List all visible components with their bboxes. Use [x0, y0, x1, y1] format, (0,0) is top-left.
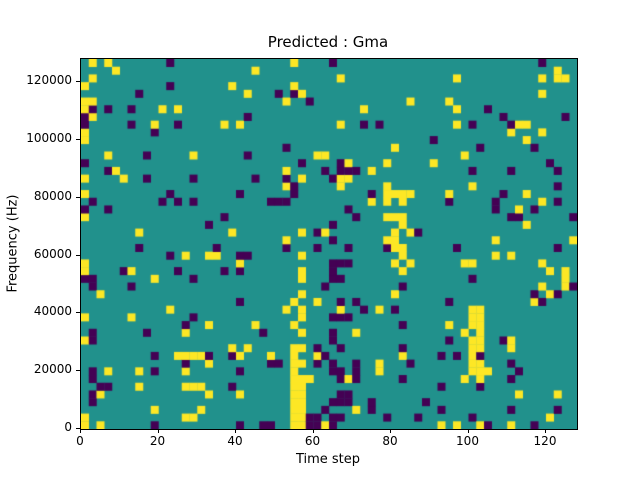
x-tick-label: 20	[149, 434, 166, 448]
x-tick-mark	[312, 429, 314, 433]
x-tick-mark	[467, 429, 469, 433]
x-axis-label: Time step	[295, 452, 361, 467]
heatmap-canvas	[81, 59, 577, 429]
y-tick-mark	[76, 254, 80, 256]
x-tick-mark	[545, 429, 546, 433]
y-tick-label: 40000	[33, 304, 72, 319]
x-tick-label: 80	[382, 434, 398, 448]
x-tick-mark	[157, 429, 159, 433]
x-tick-label: 120	[533, 434, 557, 448]
y-tick-mark	[76, 312, 80, 314]
x-tick-mark	[80, 429, 81, 433]
y-tick-label: 0	[64, 420, 72, 434]
x-tick-mark	[235, 429, 236, 433]
y-tick-label: 20000	[33, 362, 72, 377]
x-tick-label: 100	[456, 434, 479, 448]
y-tick-mark	[76, 370, 80, 372]
x-tick-label: 60	[304, 434, 321, 448]
y-tick-mark	[76, 428, 80, 429]
y-tick-mark	[76, 81, 80, 83]
plot-title: Predicted : Gma	[267, 33, 389, 51]
y-tick-label: 100000	[26, 130, 72, 145]
y-tick-label: 60000	[33, 246, 72, 261]
x-tick-mark	[390, 429, 391, 433]
y-tick-mark	[76, 138, 80, 140]
x-tick-label: 40	[227, 434, 243, 448]
y-tick-mark	[76, 196, 80, 198]
x-tick-label: 0	[76, 434, 84, 448]
y-tick-label: 80000	[33, 188, 72, 203]
plot-area	[80, 58, 578, 430]
y-tick-label: 120000	[26, 73, 72, 88]
